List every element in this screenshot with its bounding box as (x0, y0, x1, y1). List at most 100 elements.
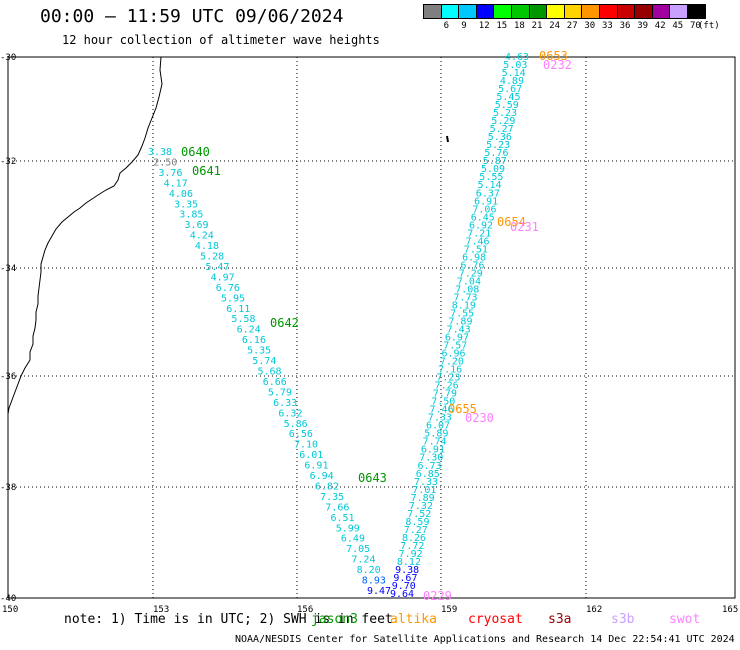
swh-value-track-a: 5.35 (247, 346, 271, 357)
colorbar-label: 15 (496, 21, 508, 31)
swh-value-track-a: 6.91 (304, 461, 328, 472)
swh-value-track-b: 5.23 (486, 140, 510, 151)
x-tick-label: 153 (153, 605, 169, 615)
swh-value-track-b: 4.89 (500, 76, 524, 87)
swh-value-track-a: 4.17 (164, 178, 188, 189)
swh-value-track-b: 8.26 (402, 533, 426, 544)
colorbar-label: 70 (690, 21, 701, 31)
swh-value-track-b: 7.46 (466, 236, 490, 247)
swh-value-track-a: 5.58 (231, 314, 255, 325)
page-title: 00:00 – 11:59 UTC 09/06/2024 (40, 6, 344, 27)
swh-value-track-b: 7.50 (431, 397, 455, 408)
swh-value-track-a: 6.16 (242, 335, 266, 346)
swh-value-track-a: 6.51 (331, 513, 355, 524)
swh-value-track-b: 7.52 (407, 509, 431, 520)
swh-value-track-b: 7.23 (436, 373, 460, 384)
swh-value-track-b: 5.14 (502, 68, 526, 79)
swh-value-track-b: 5.45 (496, 92, 520, 103)
swh-value-track-b: 5.14 (478, 180, 502, 191)
island-marker (446, 135, 449, 143)
colorbar-label: 24 (549, 21, 561, 31)
swh-value-track-a: 4.18 (195, 241, 219, 252)
swh-value-track-b: 5.59 (495, 100, 519, 111)
swh-value-track-a: 5.99 (336, 523, 360, 534)
colorbar-label: 39 (637, 21, 649, 31)
swh-value-track-a: 3.69 (185, 220, 209, 231)
swh-value-track-a: 7.10 (294, 440, 318, 451)
swh-value-track-a: 4.24 (190, 231, 214, 242)
swh-value-track-a: 8.93 (362, 576, 386, 587)
swh-value-track-a: 5.47 (205, 262, 229, 273)
swh-value-track-b: 6.96 (442, 349, 466, 360)
legend-item-jason3: jason3 (311, 612, 358, 627)
swh-value-track-b: 6.91 (474, 196, 498, 207)
track-time-label: 0653 (539, 49, 568, 63)
swh-value-track-b: 7.92 (399, 549, 423, 560)
swh-value-track-b: 7.79 (433, 389, 457, 400)
track-time-label: 0229 (423, 589, 452, 603)
swh-value-track-b: 8.19 (452, 301, 476, 312)
colorbar-label: 12 (478, 21, 490, 31)
swh-value-track-b: 6.76 (460, 260, 484, 271)
swh-value-track-a: 5.86 (284, 419, 308, 430)
swh-value-track-b: 7.06 (472, 204, 496, 215)
swh-value-track-a: 4.97 (211, 272, 235, 283)
swh-value-track-b: 7.26 (435, 381, 459, 392)
swh-value-track-b: 7.43 (447, 325, 471, 336)
swh-value-track-b: 5.55 (479, 172, 503, 183)
colorbar-label: 9 (461, 21, 467, 31)
swh-value-track-a: 6.33 (273, 398, 297, 409)
swh-value-track-b: 5.76 (484, 148, 508, 159)
swh-value-track-b: 7.16 (438, 365, 462, 376)
swh-value-track-b: 9.38 (395, 565, 419, 576)
swh-value-track-a: 8.20 (357, 565, 381, 576)
swh-value-track-b: 6.98 (462, 252, 486, 263)
legend-item-altika: altika (390, 612, 437, 627)
swh-value-track-a: 7.66 (325, 502, 349, 513)
swh-value-track-b: 7.20 (440, 357, 464, 368)
legend-item-swot: swot (669, 612, 701, 627)
swh-value-track-a: 6.49 (341, 534, 365, 545)
swh-value-track-b: 7.74 (423, 437, 447, 448)
legend-item-s3b: s3b (611, 612, 635, 627)
swh-value-track-a: 6.66 (263, 377, 287, 388)
footer-note: note: 1) Time is in UTC; 2) SWH is in fe… (64, 612, 393, 627)
swh-value-track-a: 4.06 (169, 189, 193, 200)
track-time-label: 0231 (510, 220, 539, 234)
swh-value-track-b: 6.91 (421, 445, 445, 456)
swh-value-track-b: 5.27 (490, 124, 514, 135)
track-time-label: 0643 (358, 471, 387, 485)
colorbar-label: 42 (654, 21, 666, 31)
swh-value-track-b: 7.73 (454, 292, 478, 303)
swh-value-track-b: 7.51 (464, 244, 488, 255)
swh-value-track-a: 6.11 (226, 304, 250, 315)
colorbar-label: 30 (584, 21, 596, 31)
swh-value-track-a: 5.95 (221, 293, 245, 304)
track-time-label: 0655 (448, 402, 477, 416)
track-time-label: 0654 (497, 215, 526, 229)
swh-value-track-b: 7.33 (414, 477, 438, 488)
swh-value-track-b: 7.08 (455, 284, 479, 295)
colorbar-swatch (687, 4, 706, 19)
colorbar-label: 6 (443, 21, 450, 31)
swh-value-track-b: 6.92 (469, 220, 493, 231)
swh-value-track-b: 8.12 (397, 557, 421, 568)
swh-value-track-b: 6.73 (418, 461, 442, 472)
track-time-label: 0642 (270, 316, 299, 330)
x-tick-label: 150 (2, 605, 18, 615)
colorbar-label: 33 (602, 21, 613, 31)
swh-value-track-b: 7.57 (443, 341, 467, 352)
swh-value-track-a: 6.01 (299, 450, 323, 461)
page-subtitle: 12 hour collection of altimeter wave hei… (62, 33, 380, 47)
map-grid (8, 57, 735, 598)
swh-value-track-a: 5.68 (258, 367, 282, 378)
track-time-label: 0232 (543, 58, 572, 72)
map-frame (7, 56, 736, 599)
swh-value-track-b: 7.32 (409, 501, 433, 512)
footer-credit: NOAA/NESDIS Center for Satellite Applica… (235, 634, 735, 645)
swh-value-track-a: 7.24 (351, 555, 375, 566)
track-time-label: 0640 (181, 145, 210, 159)
swh-value-track-b: 7.46 (430, 405, 454, 416)
y-tick-label: -30 (0, 53, 16, 63)
